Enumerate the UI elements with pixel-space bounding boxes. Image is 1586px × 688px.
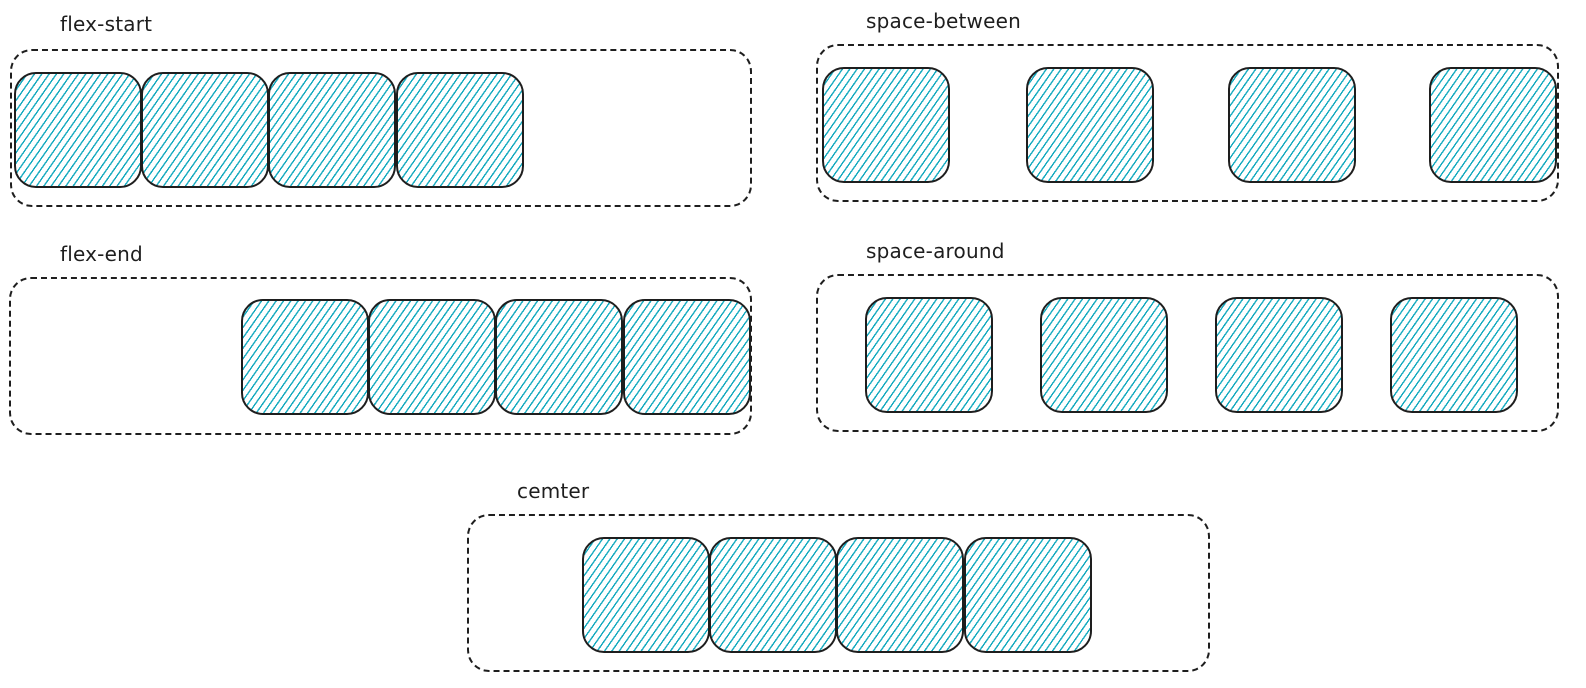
flex-item [141, 72, 269, 188]
flex-item [1026, 67, 1154, 183]
flex-item [396, 72, 524, 188]
container-flex-end [9, 277, 752, 435]
flex-item [241, 299, 369, 415]
panel-label-space-around: space-around [866, 239, 1005, 263]
flex-item [582, 537, 710, 653]
flex-item [1040, 297, 1168, 413]
flex-item [964, 537, 1092, 653]
flex-item [1228, 67, 1356, 183]
container-flex-start [10, 49, 752, 207]
flex-item [1215, 297, 1343, 413]
container-space-around [816, 274, 1559, 432]
flex-item [836, 537, 964, 653]
flex-item [623, 299, 751, 415]
flex-item [14, 72, 142, 188]
flex-item [1390, 297, 1518, 413]
flex-item [368, 299, 496, 415]
panel-label-space-between: space-between [866, 9, 1021, 33]
panel-label-center: cemter [517, 479, 590, 503]
flex-item [865, 297, 993, 413]
panel-label-flex-start: flex-start [60, 12, 153, 36]
flex-item [822, 67, 950, 183]
flex-item [709, 537, 837, 653]
panel-label-flex-end: flex-end [60, 242, 143, 266]
flex-item [1429, 67, 1557, 183]
flex-item [495, 299, 623, 415]
container-center [467, 514, 1210, 672]
container-space-between [816, 44, 1559, 202]
flex-item [268, 72, 396, 188]
